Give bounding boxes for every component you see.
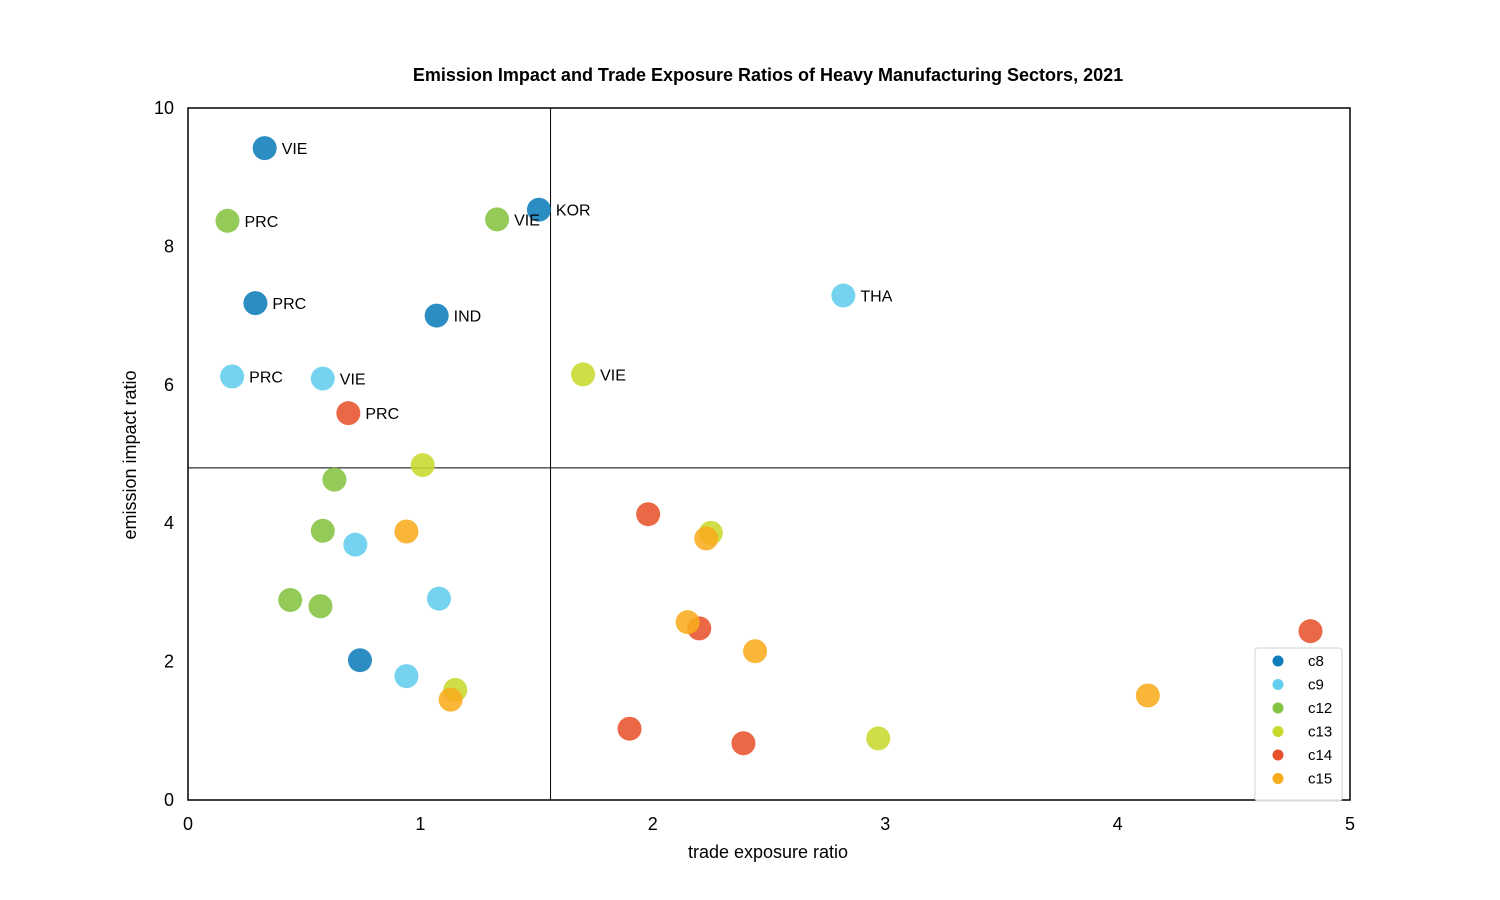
data-point-label: VIE: [340, 372, 366, 389]
data-point-c13: [571, 362, 596, 387]
data-point-c12: [310, 518, 335, 543]
point-labels: VIE KOR PRC IND THA PRC VIE PRC VIE VIE PRC: [245, 141, 893, 423]
data-point-c14: [636, 502, 661, 527]
legend-label-c15: c15: [1308, 771, 1332, 788]
data-point-c15: [394, 519, 419, 544]
data-point-c14: [336, 401, 361, 426]
data-point-c13: [866, 726, 891, 751]
legend-marker-c13: [1272, 726, 1284, 737]
data-point-c12: [278, 588, 303, 613]
legend-label-c8: c8: [1308, 653, 1324, 670]
data-point-c15: [743, 639, 768, 664]
x-tick-label: 2: [648, 814, 658, 834]
data-point-c12: [322, 467, 347, 492]
data-point-c8: [347, 648, 372, 673]
legend-marker-c9: [1272, 679, 1284, 690]
data-point-c8: [424, 303, 449, 328]
y-tick-label: 2: [164, 652, 174, 672]
y-tick-label: 0: [164, 790, 174, 810]
y-tick-label: 6: [164, 375, 174, 395]
legend-label-c12: c12: [1308, 700, 1332, 717]
data-point-c9: [394, 664, 419, 689]
legend: c8 c9 c12 c13 c14 c15: [1254, 647, 1343, 802]
data-point-c9: [343, 532, 368, 557]
data-points: [215, 136, 1323, 756]
legend-marker-c8: [1272, 655, 1284, 667]
data-point-c14: [617, 716, 642, 741]
data-point-c9: [310, 366, 335, 391]
data-point-label: PRC: [249, 369, 283, 386]
chart-title: Emission Impact and Trade Exposure Ratio…: [413, 65, 1123, 85]
data-point-c15: [1135, 683, 1160, 708]
plot-area: [187, 107, 1351, 801]
y-tick-label: 4: [164, 513, 174, 533]
data-point-c15: [694, 526, 719, 551]
legend-label-c14: c14: [1308, 747, 1332, 764]
legend-marker-c12: [1272, 702, 1284, 714]
x-tick-label: 5: [1345, 814, 1355, 834]
x-tick-label: 1: [415, 814, 425, 834]
plot-frame: [187, 107, 1351, 801]
legend-marker-c15: [1272, 773, 1284, 784]
data-point-label: KOR: [556, 203, 591, 220]
data-point-c15: [675, 610, 700, 635]
data-point-c14: [1298, 619, 1323, 644]
y-tick-label: 10: [154, 98, 174, 118]
legend-label-c9: c9: [1308, 677, 1324, 694]
data-point-c14: [731, 731, 756, 756]
data-point-label: PRC: [245, 214, 279, 231]
data-point-c8: [252, 136, 277, 161]
x-tick-label: 4: [1113, 814, 1123, 834]
y-tick-label: 8: [164, 236, 174, 256]
reference-lines: [188, 108, 1350, 800]
data-point-c8: [243, 291, 268, 316]
legend-label-c13: c13: [1308, 724, 1332, 741]
data-point-label: THA: [860, 289, 892, 306]
data-point-c8: [526, 197, 551, 222]
data-point-c9: [220, 364, 245, 389]
data-point-label: IND: [454, 309, 482, 326]
data-point-c12: [215, 208, 240, 233]
data-point-c13: [410, 453, 435, 478]
data-point-c12: [308, 594, 333, 619]
data-point-label: VIE: [600, 367, 626, 384]
data-point-c12: [485, 207, 510, 232]
x-tick-label: 3: [880, 814, 890, 834]
x-tick-label: 0: [183, 814, 193, 834]
data-point-label: PRC: [365, 406, 399, 423]
data-point-c9: [831, 283, 856, 308]
x-axis-label: trade exposure ratio: [688, 842, 848, 862]
data-point-label: PRC: [272, 296, 306, 313]
axis-ticks: 0 1 2 3 4 5 0 2 4 6 8 10: [154, 98, 1355, 834]
y-axis-label: emission impact ratio: [120, 370, 140, 539]
data-point-label: VIE: [514, 212, 540, 229]
legend-marker-c14: [1272, 749, 1284, 761]
data-point-c15: [438, 687, 463, 712]
data-point-c9: [426, 586, 451, 611]
data-point-label: VIE: [282, 141, 308, 158]
